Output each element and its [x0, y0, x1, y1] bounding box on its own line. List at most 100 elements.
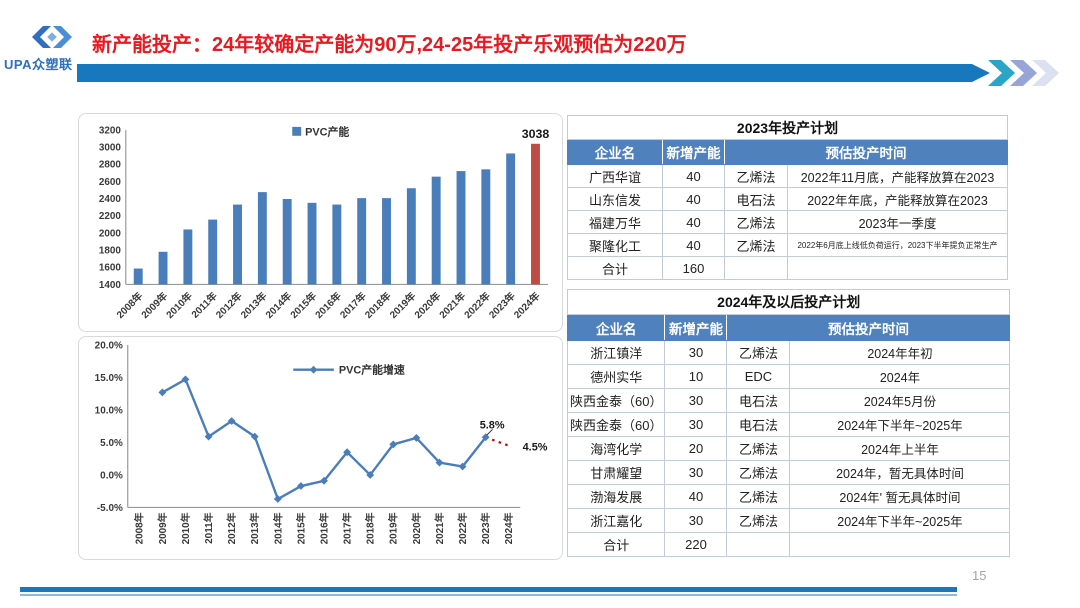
column-header: 企业名 [566, 314, 666, 341]
svg-text:2018年: 2018年 [362, 289, 394, 321]
svg-text:2012年: 2012年 [213, 289, 245, 321]
logo-icon [32, 26, 72, 48]
table-cell: 30 [664, 460, 728, 485]
svg-text:2017年: 2017年 [341, 512, 354, 544]
svg-text:2009年: 2009年 [138, 289, 170, 321]
table-cell: 10 [664, 364, 728, 389]
pvc-capacity-bar-chart: 1400 1600 1800 2000 2200 2400 2600 2800 3000 3200… [78, 113, 563, 332]
svg-text:2011年: 2011年 [202, 512, 215, 543]
svg-text:2600: 2600 [99, 177, 122, 188]
svg-text:2200: 2200 [99, 211, 122, 222]
table-header-row: 企业名 新增产能 预估投产时间 [567, 139, 1008, 165]
svg-text:2016年: 2016年 [317, 512, 330, 544]
chevron-right-icon [1010, 60, 1037, 86]
table-cell: 广西华谊 [567, 164, 663, 188]
table-cell: 浙江镇洋 [566, 340, 666, 365]
table-cell: 30 [664, 508, 728, 533]
svg-text:2022年: 2022年 [456, 512, 469, 544]
table-cell: 30 [664, 412, 728, 437]
table-row: 福建万华 40 乙烯法 2023年一季度 [567, 210, 1008, 234]
table-row: 海湾化学 20 乙烯法 2024年上半年 [566, 436, 1011, 461]
table-row: 陕西金泰（60） 30 电石法 2024年下半年~2025年 [566, 412, 1011, 437]
svg-text:3200: 3200 [99, 125, 122, 136]
table-cell: 乙烯法 [726, 460, 791, 485]
svg-text:1600: 1600 [99, 263, 122, 274]
svg-text:2014年: 2014年 [271, 512, 284, 544]
table-row: 德州实华 10 EDC 2024年 [566, 364, 1011, 389]
table-row: 甘肃耀望 30 乙烯法 2024年，暂无具体时间 [566, 460, 1011, 485]
table-row: 山东信发 40 电石法 2022年年底，产能释放算在2023 [567, 187, 1008, 211]
pvc-capacity-growth-line-chart: 20.0% 15.0% 10.0% 5.0% 0.0% -5.0% 2008年 2009年 20… [78, 336, 563, 560]
table-cell: 乙烯法 [726, 484, 791, 509]
svg-text:2013年: 2013年 [248, 512, 261, 544]
production-plan-table-2024: 2024年及以后投产计划 企业名 新增产能 预估投产时间 浙江镇洋 30 乙烯法 2024年年… [566, 289, 1011, 557]
svg-text:3000: 3000 [99, 142, 122, 153]
table-cell: 40 [664, 484, 728, 509]
page-title: 新产能投产：24年较确定产能为90万,24-25年投产乐观预估为220万 [92, 34, 687, 56]
svg-text:5.0%: 5.0% [100, 438, 123, 449]
svg-text:2019年: 2019年 [387, 512, 400, 544]
table-cell: 40 [662, 187, 725, 211]
svg-text:2010年: 2010年 [163, 289, 195, 321]
table-cell: 陕西金泰（60） [566, 412, 666, 437]
svg-text:2022年: 2022年 [461, 289, 493, 321]
svg-text:2008年: 2008年 [133, 512, 146, 544]
table-cell: 聚隆化工 [567, 233, 663, 257]
table-title: 2023年投产计划 [567, 115, 1008, 140]
svg-text:2012年: 2012年 [225, 512, 238, 544]
svg-text:20.0%: 20.0% [95, 340, 123, 351]
table-cell: 2024年5月份 [789, 388, 1011, 413]
svg-text:2024年: 2024年 [511, 289, 543, 321]
total-value: 220 [664, 532, 728, 557]
svg-text:-5.0%: -5.0% [97, 503, 123, 514]
svg-text:2011年: 2011年 [188, 289, 219, 320]
accent-bar [77, 64, 990, 82]
table-cell: 2023年一季度 [787, 210, 1008, 234]
svg-text:2010年: 2010年 [179, 512, 192, 544]
total-label: 合计 [566, 532, 666, 557]
svg-text:2400: 2400 [99, 194, 122, 205]
table-cell: 2024年，暂无具体时间 [789, 460, 1011, 485]
footer-line-dark [20, 587, 957, 592]
table-cell: 电石法 [726, 412, 791, 437]
svg-text:2000: 2000 [99, 228, 122, 239]
svg-text:3038: 3038 [522, 127, 550, 141]
table-total-row: 合计 220 [566, 532, 1011, 557]
table-cell: 浙江嘉化 [566, 508, 666, 533]
table-cell: 电石法 [724, 187, 788, 211]
table-cell [724, 256, 788, 280]
svg-text:PVC产能增速: PVC产能增速 [339, 363, 405, 377]
svg-text:2016年: 2016年 [312, 289, 344, 321]
table-cell: 乙烯法 [724, 233, 788, 257]
page-number: 15 [972, 568, 987, 583]
table-cell: 乙烯法 [726, 508, 791, 533]
data-table: 2023年投产计划 企业名 新增产能 预估投产时间 广西华谊 40 乙烯法 2022年11月底… [567, 115, 1008, 280]
svg-text:5.8%: 5.8% [480, 419, 505, 431]
table-row: 浙江嘉化 30 乙烯法 2024年下半年~2025年 [566, 508, 1011, 533]
column-header: 预估投产时间 [726, 314, 1011, 341]
table-total-row: 合计 160 [567, 256, 1008, 280]
table-row: 陕西金泰（60） 30 电石法 2024年5月份 [566, 388, 1011, 413]
svg-text:2013年: 2013年 [238, 289, 270, 321]
table-cell: 德州实华 [566, 364, 666, 389]
svg-text:2009年: 2009年 [156, 512, 169, 544]
table-cell: 乙烯法 [724, 210, 788, 234]
svg-text:2015年: 2015年 [294, 512, 307, 544]
column-header: 企业名 [567, 139, 663, 165]
table-cell: EDC [726, 364, 791, 389]
svg-text:2008年: 2008年 [114, 289, 146, 321]
table-cell: 2022年6月底上线低负荷运行，2023下半年提负正常生产 [787, 233, 1008, 257]
table-cell: 30 [664, 340, 728, 365]
svg-text:2017年: 2017年 [337, 289, 369, 321]
table-cell: 2024年下半年~2025年 [789, 412, 1011, 437]
company-logo: UPA众塑联 [4, 24, 96, 73]
table-cell: 2024年年初 [789, 340, 1011, 365]
table-cell: 福建万华 [567, 210, 663, 234]
svg-text:2024年: 2024年 [502, 512, 515, 544]
svg-text:2023年: 2023年 [486, 289, 518, 321]
total-label: 合计 [567, 256, 663, 280]
table-cell: 40 [662, 233, 725, 257]
table-cell: 乙烯法 [724, 164, 788, 188]
table-cell: 乙烯法 [726, 436, 791, 461]
